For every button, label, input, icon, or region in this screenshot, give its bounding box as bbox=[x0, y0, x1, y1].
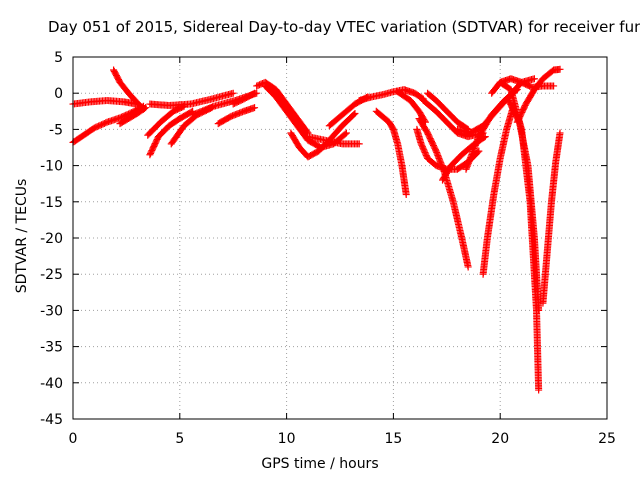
series-arc-3 bbox=[110, 66, 147, 113]
data-point bbox=[351, 109, 359, 117]
x-tick-label: 15 bbox=[384, 431, 402, 447]
x-tick-label: 10 bbox=[278, 431, 296, 447]
series-arc-30 bbox=[505, 96, 543, 314]
data-point bbox=[402, 191, 410, 199]
data-point bbox=[350, 110, 358, 118]
y-tick-label: 0 bbox=[54, 86, 63, 102]
data-point bbox=[251, 104, 259, 112]
data-point bbox=[530, 75, 538, 83]
data-point bbox=[550, 82, 558, 90]
series-arc-1 bbox=[69, 96, 141, 108]
data-point bbox=[251, 89, 259, 97]
series-arc-14 bbox=[287, 109, 359, 161]
data-point bbox=[556, 65, 564, 73]
series-arc-5 bbox=[146, 89, 237, 110]
data-point bbox=[513, 86, 521, 94]
series-arc-2 bbox=[69, 102, 147, 146]
series-arc-27 bbox=[479, 104, 517, 278]
y-tick-label: -35 bbox=[40, 340, 63, 356]
chart-title: Day 051 of 2015, Sidereal Day-to-day VTE… bbox=[48, 18, 640, 36]
y-axis-label: SDTVAR / TECUs bbox=[14, 178, 30, 294]
y-tick-label: -5 bbox=[49, 122, 63, 138]
y-tick-label: -25 bbox=[40, 267, 63, 283]
data-point bbox=[464, 263, 472, 271]
data-point bbox=[142, 104, 150, 112]
data-point bbox=[474, 148, 482, 156]
series-arc-7 bbox=[144, 102, 188, 139]
grid bbox=[73, 57, 607, 419]
x-axis-label: GPS time / hours bbox=[261, 456, 379, 472]
data-point bbox=[249, 90, 257, 98]
x-tick-label: 25 bbox=[598, 431, 616, 447]
series-arc-11 bbox=[229, 89, 259, 108]
y-tick-label: -40 bbox=[40, 376, 63, 392]
y-tick-label: 5 bbox=[54, 50, 63, 66]
series-arc-32 bbox=[539, 129, 564, 307]
series-arc-6 bbox=[146, 107, 197, 159]
data-point bbox=[229, 89, 237, 97]
data-point bbox=[480, 133, 488, 141]
y-tick-label: -30 bbox=[40, 303, 63, 319]
data-point bbox=[535, 306, 543, 314]
series-arc-12 bbox=[253, 78, 312, 137]
data-point bbox=[535, 386, 543, 394]
y-tick-label: -20 bbox=[40, 231, 63, 247]
series-arc-10 bbox=[214, 104, 259, 128]
data-point bbox=[481, 133, 489, 141]
data-point bbox=[179, 103, 187, 111]
y-tick-label: -10 bbox=[40, 159, 63, 175]
series-arc-21 bbox=[415, 115, 472, 271]
x-tick-label: 5 bbox=[175, 431, 184, 447]
series-arc-17 bbox=[355, 86, 427, 104]
axis-ticks: 0 5 10 15 20 25 5 0 -5 -10 -15 -20 -25 -30 -35 -40 -45 bbox=[40, 50, 616, 447]
data-point bbox=[342, 129, 350, 137]
series-arc-15 bbox=[304, 133, 363, 148]
data-point bbox=[355, 140, 363, 148]
series-arc-20 bbox=[413, 125, 483, 173]
x-tick-label: 0 bbox=[69, 431, 78, 447]
series-arc-23 bbox=[424, 89, 472, 133]
series-arc-31 bbox=[513, 65, 564, 126]
series-arc-24 bbox=[439, 133, 489, 184]
data-point bbox=[180, 102, 188, 110]
data-point bbox=[556, 129, 564, 137]
y-tick-label: -45 bbox=[40, 412, 63, 428]
data-point bbox=[140, 105, 148, 113]
x-tick-label: 20 bbox=[491, 431, 509, 447]
series-arc-4 bbox=[116, 104, 150, 128]
y-tick-label: -15 bbox=[40, 195, 63, 211]
data-marks bbox=[69, 65, 564, 394]
data-point bbox=[341, 130, 349, 138]
series-arc-18 bbox=[372, 107, 410, 199]
